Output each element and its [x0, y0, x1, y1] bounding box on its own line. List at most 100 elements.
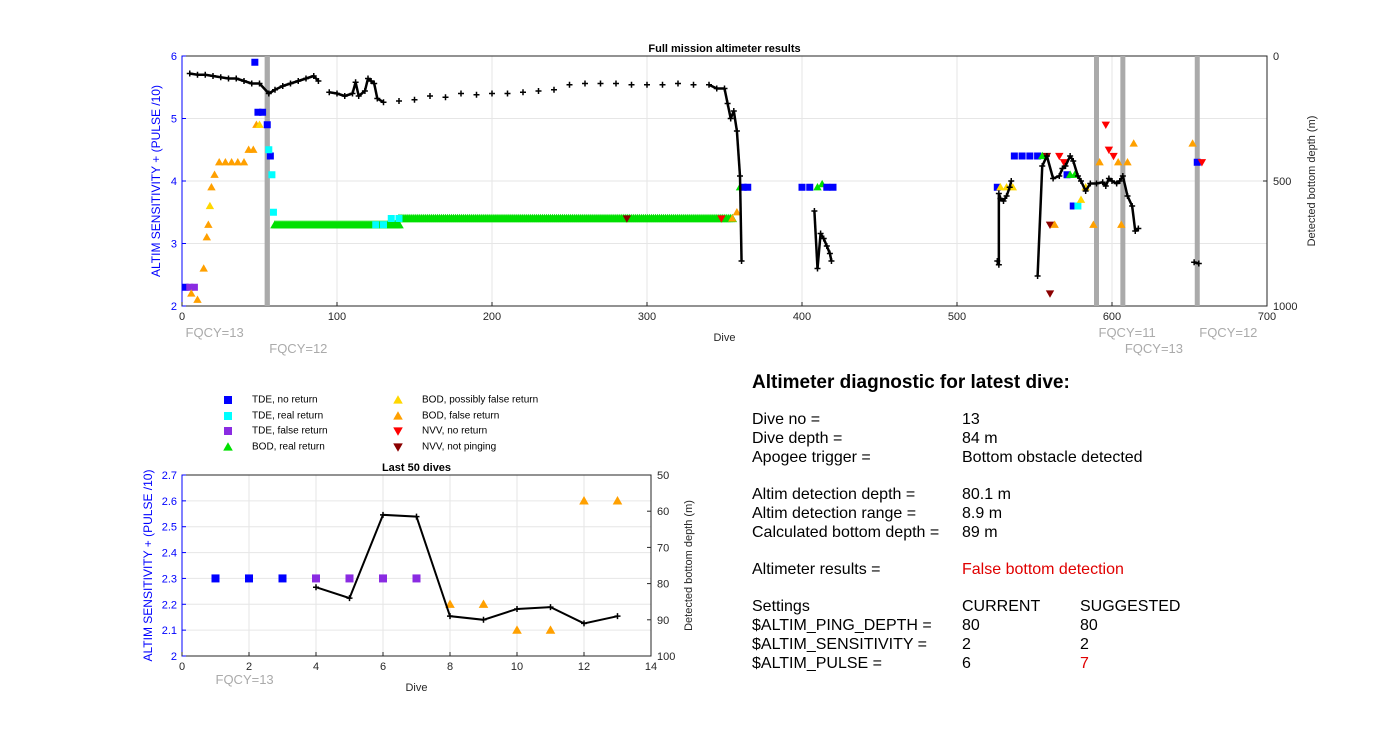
bod-marker	[227, 158, 236, 166]
depth-point	[313, 584, 319, 591]
depth-point	[1109, 178, 1115, 184]
tde-marker	[269, 208, 277, 216]
tde-marker	[380, 221, 387, 229]
y2-tick-label: 500	[1273, 176, 1291, 188]
depth-point	[1006, 184, 1013, 191]
tde-marker	[379, 574, 387, 583]
depth-point	[738, 258, 745, 264]
depth-point	[1034, 273, 1041, 279]
apogee-label: Apogee trigger =	[752, 449, 871, 466]
setting-suggested: 7	[1080, 655, 1089, 672]
bod-marker	[478, 599, 489, 608]
depth-point	[581, 620, 587, 627]
x-tick-label: 6	[380, 661, 386, 673]
depth-segment	[816, 233, 822, 269]
bod-marker	[394, 219, 404, 229]
legend-label: BOD, real return	[252, 441, 325, 453]
tde-marker	[1193, 158, 1201, 166]
depth-point	[1043, 153, 1050, 159]
bod-marker	[813, 183, 822, 191]
nvv-marker	[1101, 121, 1110, 129]
depth-point	[279, 83, 286, 89]
chart-title: Full mission altimeter results	[648, 43, 800, 55]
legend-label: BOD, false return	[422, 410, 500, 422]
x-tick-label: 300	[638, 311, 656, 323]
depth-point	[1113, 180, 1120, 187]
depth-point	[1099, 179, 1106, 186]
legend-item: NVV, not pinging	[392, 441, 496, 453]
depth-point	[374, 95, 381, 102]
bod-marker	[732, 208, 742, 216]
depth-point	[210, 73, 216, 79]
setting-current: 6	[962, 655, 971, 672]
tde-marker	[224, 427, 232, 435]
y-tick-label: 2.5	[162, 522, 177, 534]
triangle-down-icon	[393, 443, 403, 452]
tde-marker	[268, 171, 276, 179]
depth-segment	[735, 130, 742, 177]
tde-marker	[254, 108, 262, 116]
depth-point	[371, 80, 378, 87]
x-tick-label: 0	[179, 661, 185, 673]
depth-point	[1067, 153, 1074, 159]
y2-tick-label: 80	[657, 579, 669, 591]
x-tick-label: 700	[1258, 311, 1276, 323]
bod-marker	[1129, 139, 1138, 147]
depth-point	[396, 98, 402, 104]
y-tick-label: 5	[171, 114, 177, 126]
depth-point	[248, 80, 255, 87]
results-value: False bottom detection	[962, 561, 1124, 578]
tde-marker	[345, 574, 354, 583]
legend-item: TDE, false return	[222, 425, 328, 437]
y-tick-label: 2	[171, 651, 177, 663]
setting-current: 2	[962, 636, 971, 653]
bod-marker	[255, 120, 264, 128]
bod-marker	[512, 625, 522, 634]
y-tick-label: 2.6	[162, 496, 177, 508]
square-marker-icon	[224, 396, 232, 404]
tde-marker	[798, 183, 806, 191]
depth-segment	[1036, 165, 1044, 277]
depth-point	[1105, 175, 1112, 182]
depth-point	[1059, 165, 1066, 172]
tde-marker	[266, 152, 274, 160]
y-tick-label: 2	[171, 301, 177, 313]
y2-tick-label: 0	[1273, 51, 1279, 63]
depth-point	[346, 595, 353, 602]
y-tick-label: 4	[171, 176, 177, 188]
depth-point	[706, 81, 712, 88]
bod-marker	[1008, 183, 1017, 191]
tde-marker	[278, 574, 287, 583]
detection-depth-value: 80.1 m	[962, 486, 1011, 503]
bod-marker	[1076, 195, 1086, 203]
x-tick-label: 100	[328, 311, 346, 323]
depth-point	[566, 81, 573, 88]
depth-segment	[1121, 175, 1129, 197]
depth-point	[411, 96, 418, 103]
bod-marker	[199, 264, 208, 272]
tde-marker	[312, 574, 320, 583]
nvv-marker	[1109, 152, 1118, 161]
setting-current: 80	[962, 617, 980, 634]
depth-point	[1102, 183, 1109, 189]
square-marker-icon	[224, 427, 232, 435]
depth-point	[225, 75, 232, 82]
depth-point	[551, 86, 557, 93]
tde-marker	[1074, 202, 1082, 210]
depth-point	[458, 90, 464, 97]
depth-point	[828, 258, 835, 264]
depth-point	[644, 81, 650, 88]
y-axis-label: ALTIM SENSITIVITY + (PULSE /10)	[141, 470, 155, 662]
tde-marker	[245, 574, 253, 583]
tde-marker	[190, 283, 198, 291]
tde-marker	[224, 396, 232, 404]
depth-point	[380, 99, 387, 106]
y-tick-label: 2.4	[162, 548, 177, 560]
legend-item: NVV, no return	[392, 425, 487, 437]
tde-marker	[1034, 152, 1042, 160]
tde-marker	[1063, 171, 1071, 179]
bod-marker	[393, 395, 403, 404]
nvv-marker	[717, 215, 726, 223]
nvv-marker	[1197, 159, 1207, 167]
bod-real-band	[394, 213, 738, 223]
